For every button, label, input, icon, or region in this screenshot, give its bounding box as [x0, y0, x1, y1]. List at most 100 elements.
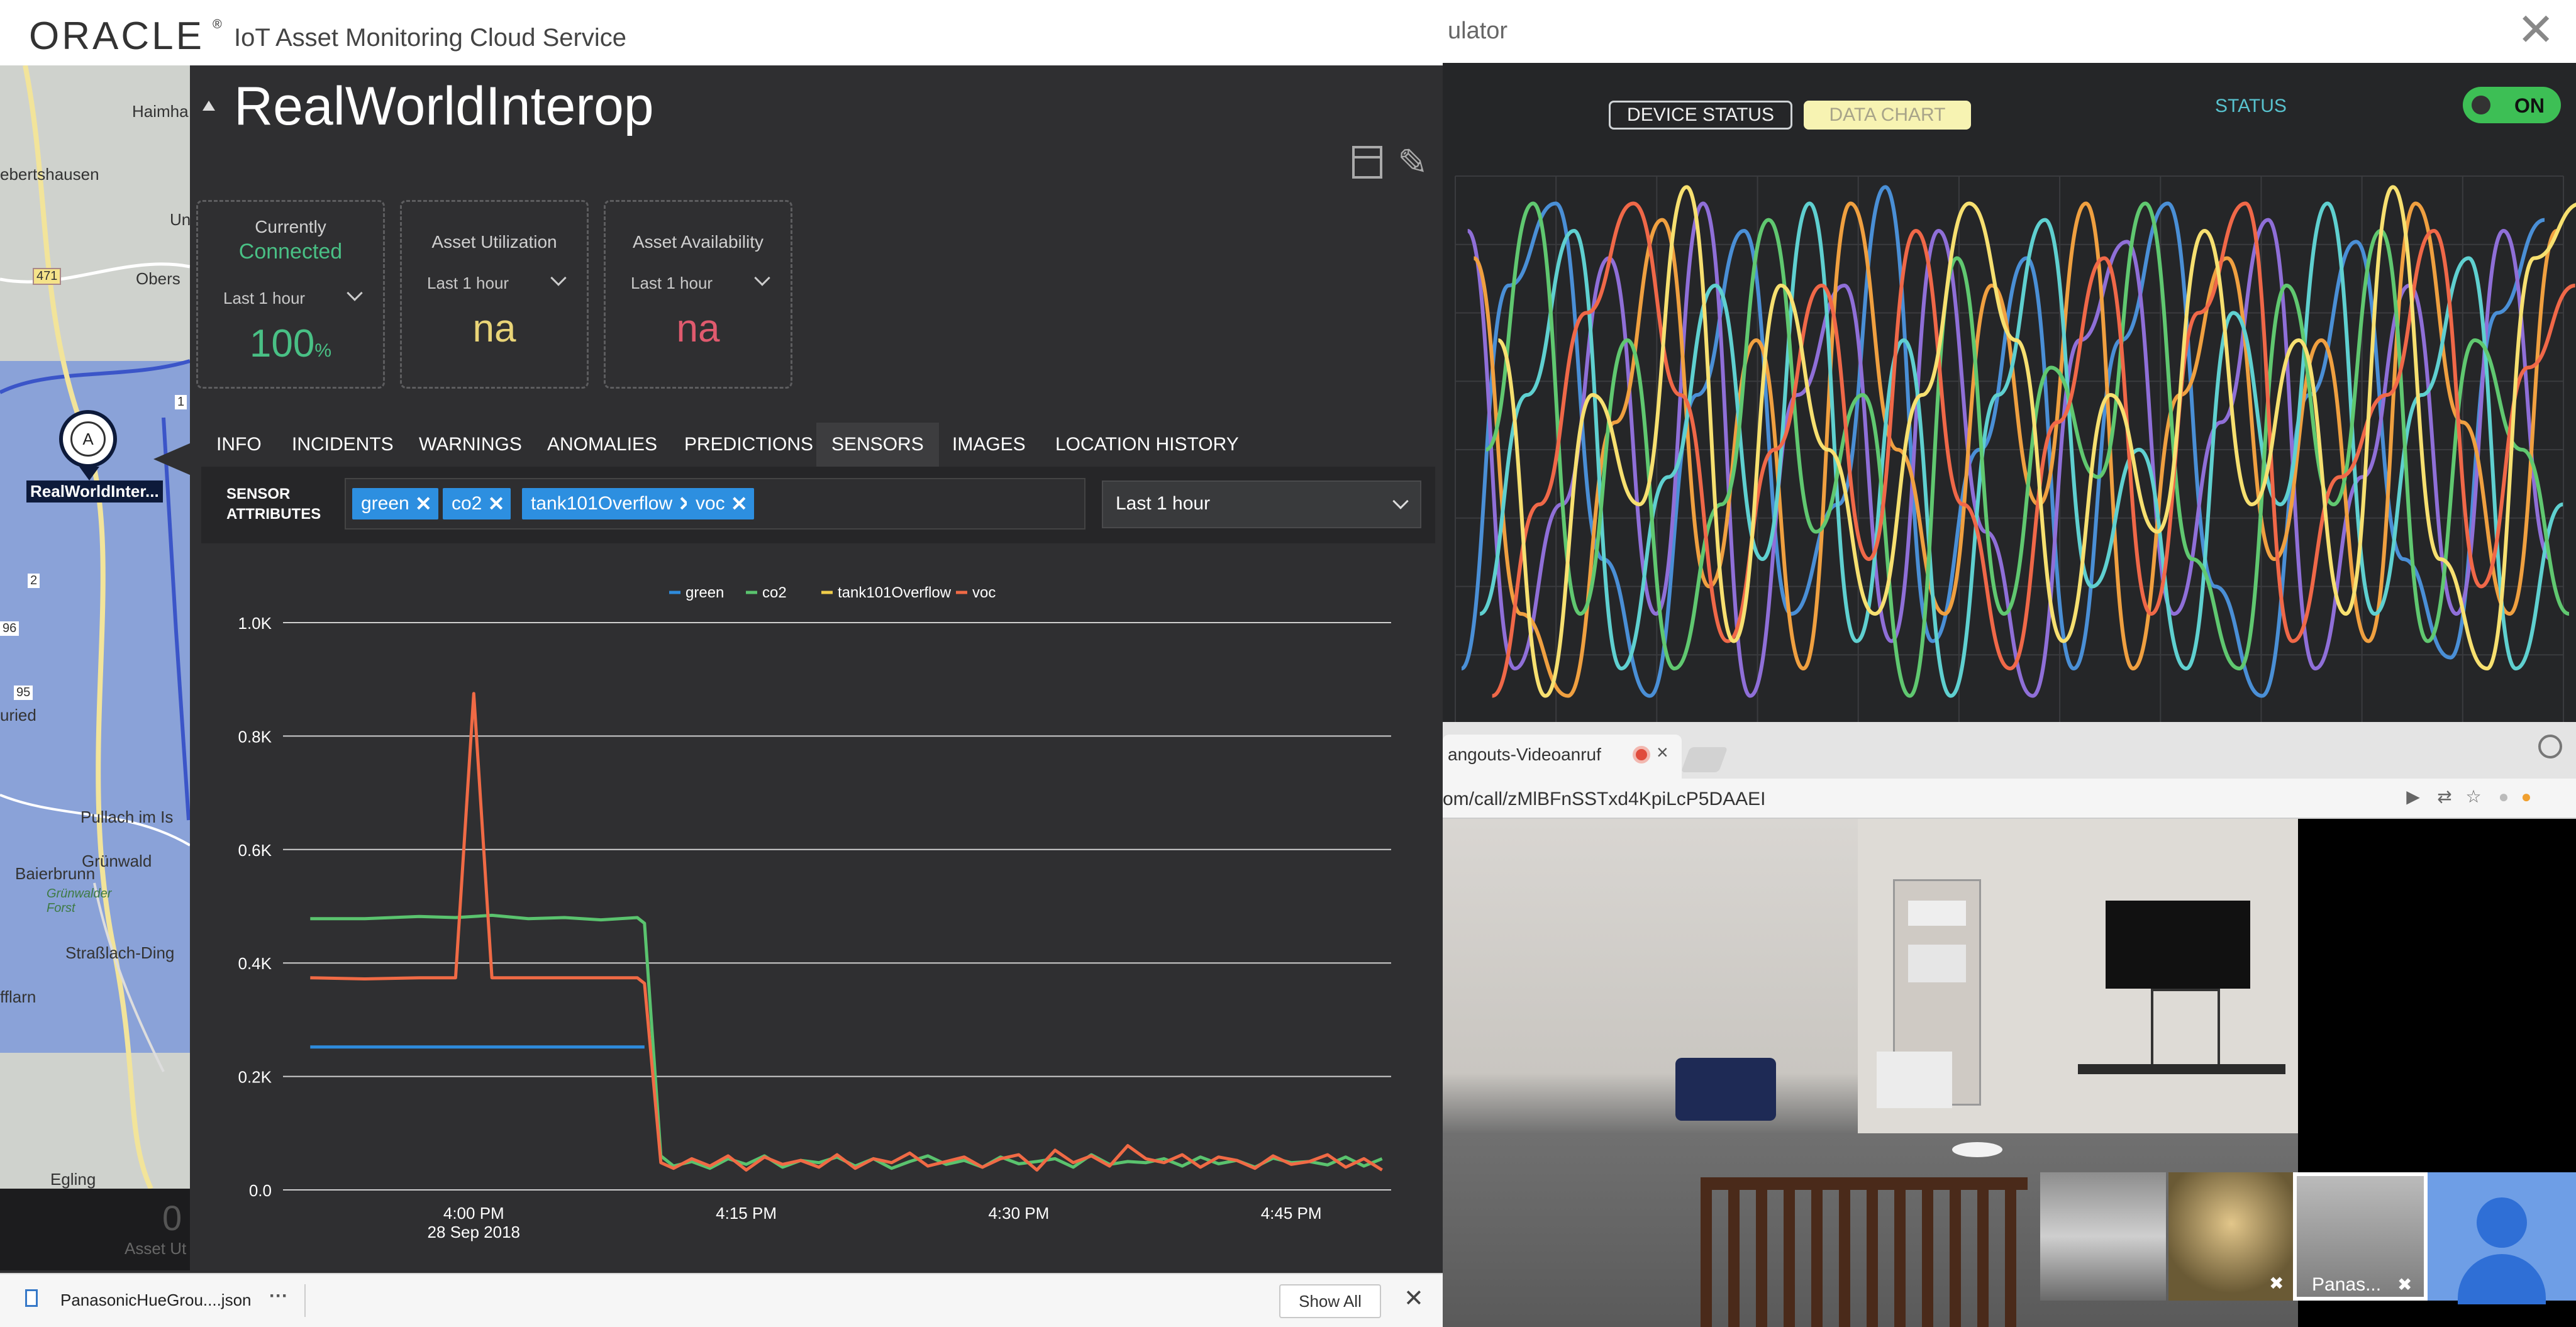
kpi-value: 100	[249, 322, 315, 365]
address-bar[interactable]: om/call/zMlBFnSSTxd4KpiLcP5DAAEI	[1443, 779, 2576, 819]
extension-icon[interactable]: ●	[2521, 787, 2532, 806]
map-place-label: Obers	[136, 269, 180, 288]
tab-sensors[interactable]: SENSORS	[816, 423, 939, 467]
browser-tab[interactable]: angouts-Videoanruf ×	[1443, 735, 1682, 779]
appliance	[1908, 901, 1966, 926]
chip-label: tank101Overflow	[531, 493, 673, 514]
hangouts-window: angouts-Videoanruf × om/call/zMlBFnSSTxd…	[1443, 722, 2576, 1327]
participant-name: Panas...	[2312, 1274, 2382, 1295]
connection-status: Connected	[238, 240, 343, 264]
tab-location-history[interactable]: LOCATION HISTORY	[1055, 434, 1239, 455]
new-tab-button[interactable]	[1680, 747, 1728, 772]
chevron-down-icon[interactable]	[550, 270, 567, 286]
kpi-unit: %	[314, 340, 332, 361]
simulator-series-line	[1473, 201, 2558, 698]
layout-icon[interactable]	[1352, 146, 1382, 179]
tab-images[interactable]: IMAGES	[952, 434, 1026, 455]
legend-label: green	[686, 584, 724, 601]
y-tick-label: 1.0K	[238, 614, 272, 633]
device-status-button[interactable]: DEVICE STATUS	[1609, 101, 1792, 130]
download-file-name[interactable]: PanasonicHueGrou....json	[60, 1291, 252, 1309]
y-tick-label: 0.0	[249, 1181, 272, 1200]
x-tick-label: 4:15 PM	[716, 1204, 777, 1223]
road-number-label: 96	[0, 621, 19, 636]
extension-icon[interactable]: ●	[2498, 787, 2509, 806]
close-icon[interactable]: ✕	[2517, 5, 2555, 55]
chip-label: voc	[696, 493, 725, 514]
participant-thumbnail[interactable]: ✖	[2168, 1172, 2294, 1301]
collapse-triangle-icon[interactable]	[203, 101, 215, 111]
sofa	[1675, 1058, 1776, 1121]
status-label: STATUS	[2215, 96, 2287, 116]
simulator-title: ulator	[1448, 18, 1508, 44]
power-toggle[interactable]: ON	[2463, 87, 2561, 123]
divider	[304, 1284, 306, 1317]
avatar-body-icon	[2458, 1254, 2546, 1304]
pencil-icon[interactable]: ✎	[1397, 142, 1428, 183]
range-dropdown[interactable]: Last 1 hour	[631, 274, 713, 292]
tab-info[interactable]: INFO	[216, 434, 262, 455]
remove-chip-icon[interactable]: ✕	[730, 492, 748, 515]
show-all-button[interactable]: Show All	[1279, 1284, 1381, 1318]
remove-chip-icon[interactable]: ✕	[487, 492, 505, 515]
legend-label: co2	[762, 584, 787, 601]
robot-vacuum	[1952, 1142, 2002, 1157]
star-icon[interactable]: ☆	[2465, 787, 2482, 806]
time-range-value: Last 1 hour	[1116, 493, 1211, 514]
participant-avatar[interactable]	[2428, 1172, 2576, 1304]
participant-thumbnail-active[interactable]: Panas... ✖	[2293, 1172, 2428, 1301]
simulator-series-line	[1491, 201, 2576, 698]
map-place-label: ebertshausen	[0, 165, 99, 184]
simulator-data-chart	[1455, 175, 2576, 724]
map-view[interactable]: Haimha ebertshausen Un Obers 471 1 2 96 …	[0, 65, 190, 1189]
more-options-icon[interactable]: ···	[269, 1285, 288, 1306]
y-tick-label: 0.4K	[238, 954, 272, 973]
y-tick-label: 0.6K	[238, 841, 272, 860]
kpi-value-wrap: 100%	[198, 321, 383, 366]
chip-voc[interactable]: voc ✕	[687, 488, 754, 519]
camera-icon[interactable]: ▶	[2406, 787, 2420, 806]
pin-letter: A	[70, 421, 106, 457]
profile-icon[interactable]	[2538, 735, 2562, 758]
tab-close-icon[interactable]: ×	[1657, 741, 1668, 763]
range-dropdown[interactable]: Last 1 hour	[427, 274, 509, 292]
asset-pin-label[interactable]: RealWorldInter...	[26, 480, 163, 502]
chip-tank101overflow[interactable]: tank101Overflow✕	[522, 488, 702, 519]
chevron-down-icon[interactable]	[347, 285, 363, 301]
map-roads	[0, 65, 190, 1189]
toggle-knob	[2472, 96, 2490, 114]
sensor-attributes-input[interactable]: green✕ co2✕ tank101Overflow✕ voc✕	[345, 478, 1085, 530]
tab-predictions[interactable]: PREDICTIONS	[684, 434, 814, 455]
tab-incidents[interactable]: INCIDENTS	[292, 434, 394, 455]
map-place-label: Grünwald	[82, 852, 152, 870]
tv-stand	[2151, 989, 2220, 1064]
range-dropdown[interactable]: Last 1 hour	[223, 289, 306, 308]
remove-chip-icon[interactable]: ✕	[414, 492, 432, 515]
y-tick-label: 0.8K	[238, 727, 272, 746]
road-number-label: 2	[28, 574, 40, 588]
participant-thumbnail[interactable]	[2040, 1172, 2166, 1301]
recording-icon	[1633, 746, 1650, 763]
y-tick-label: 0.2K	[238, 1068, 272, 1087]
url-text[interactable]: om/call/zMlBFnSSTxd4KpiLcP5DAAEI	[1443, 789, 1766, 809]
translate-icon[interactable]: ⇄	[2437, 787, 2452, 806]
close-download-bar-icon[interactable]: ✕	[1404, 1285, 1424, 1312]
appliance	[1908, 945, 1966, 982]
chip-green[interactable]: green ✕	[352, 488, 438, 519]
simulator-series-line	[1479, 201, 2564, 698]
browser-tab-bar: angouts-Videoanruf ×	[1443, 722, 2576, 779]
registered-mark: ®	[213, 18, 222, 31]
legend-label: voc	[972, 584, 996, 601]
chip-co2[interactable]: co2 ✕	[443, 488, 511, 519]
legend-label: tank101Overflow	[838, 584, 952, 601]
data-chart-button[interactable]: DATA CHART	[1804, 101, 1971, 130]
road-number-label: 1	[175, 395, 187, 409]
tab-warnings[interactable]: WARNINGS	[419, 434, 522, 455]
chevron-down-icon[interactable]	[754, 270, 770, 286]
time-range-select[interactable]: Last 1 hour	[1102, 480, 1421, 528]
asset-map-pin[interactable]: A	[59, 410, 117, 468]
tab-anomalies[interactable]: ANOMALIES	[547, 434, 658, 455]
kpi-value: na	[676, 307, 720, 350]
mic-off-icon: ✖	[2397, 1275, 2412, 1294]
oracle-logo: ORACLE	[29, 14, 204, 58]
